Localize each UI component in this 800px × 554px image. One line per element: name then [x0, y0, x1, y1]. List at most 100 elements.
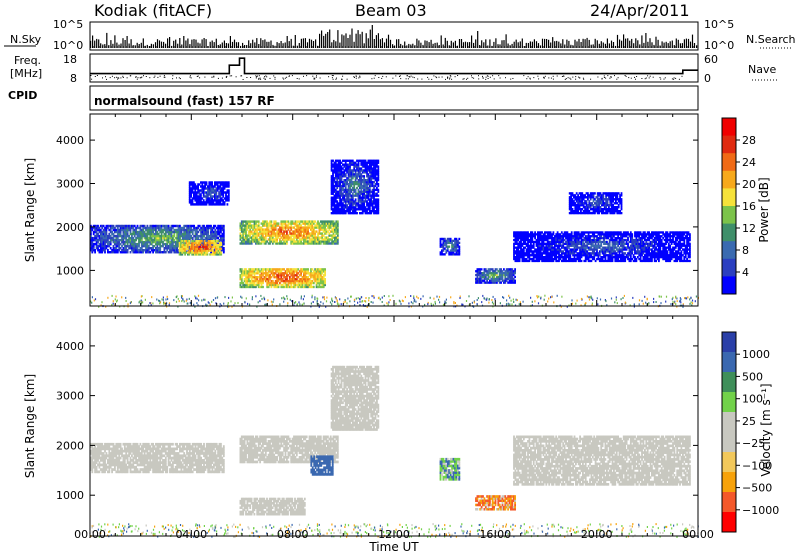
- nsky-bar: [469, 42, 471, 48]
- heatmap-cell: [98, 249, 101, 252]
- heatmap-cell: [243, 232, 246, 235]
- heatmap-cell: [266, 232, 269, 235]
- heatmap-cell: [196, 245, 199, 248]
- heatmap-cell: [160, 234, 163, 238]
- heatmap-cell: [314, 230, 317, 233]
- heatmap-cell: [311, 268, 314, 271]
- heatmap-cell: [301, 236, 304, 239]
- nave-dot: [505, 77, 506, 79]
- heatmap-cell: [186, 228, 188, 232]
- heatmap-cell: [242, 234, 245, 237]
- heatmap-cell: [153, 226, 156, 230]
- heatmap-cell: [377, 182, 380, 186]
- heatmap-cell: [116, 242, 119, 246]
- nsky-bar: [207, 46, 209, 48]
- heatmap-cell: [208, 201, 211, 204]
- nave-dot: [485, 78, 487, 80]
- heatmap-cell: [312, 281, 315, 285]
- heatmap-cell: [97, 226, 99, 230]
- heatmap-cell: [207, 187, 209, 190]
- heatmap-cell: [119, 224, 122, 228]
- heatmap-cell: [191, 245, 193, 248]
- heatmap-cell: [163, 234, 166, 238]
- heatmap-cell: [287, 224, 290, 227]
- heatmap-cell: [277, 230, 280, 233]
- nave-dot: [117, 77, 119, 79]
- heatmap-cell: [312, 226, 315, 229]
- heatmap-cell: [152, 240, 155, 244]
- heatmap-cell: [225, 183, 227, 186]
- nave-dot: [617, 77, 619, 79]
- heatmap-cell: [92, 232, 95, 236]
- heatmap-cell: [247, 224, 250, 227]
- heatmap-cell: [203, 230, 205, 234]
- nsky-bar: [507, 43, 509, 48]
- heatmap-cell: [312, 285, 315, 289]
- heatmap-cell: [95, 224, 98, 228]
- heatmap-cell: [155, 234, 157, 238]
- heatmap-cell: [220, 247, 223, 250]
- heatmap-cell: [220, 228, 222, 232]
- heatmap-cell: [297, 236, 300, 239]
- heatmap-cell: [167, 234, 170, 238]
- heatmap-cell: [198, 189, 201, 192]
- heatmap-cell: [99, 236, 102, 240]
- heatmap-cell: [290, 234, 293, 237]
- heatmap-cell: [162, 242, 164, 246]
- heatmap-cell: [314, 238, 317, 241]
- heatmap-cell: [169, 230, 171, 234]
- heatmap-cell: [274, 232, 277, 235]
- heatmap-cell: [142, 224, 145, 228]
- heatmap-cell: [363, 202, 366, 205]
- nave-dot: [663, 78, 665, 80]
- heatmap-cell: [95, 242, 98, 246]
- heatmap-cell: [204, 195, 206, 198]
- nsky-bar: [205, 39, 207, 48]
- heatmap-cell: [281, 224, 284, 227]
- heatmap-cell: [219, 189, 222, 192]
- heatmap-cell: [215, 232, 218, 236]
- heatmap-cell: [219, 197, 222, 200]
- heatmap-cell: [176, 238, 179, 242]
- heatmap-cell: [191, 232, 194, 236]
- nsky-bar: [280, 41, 282, 48]
- heatmap-cell: [377, 173, 380, 176]
- heatmap-cell: [153, 238, 156, 242]
- heatmap-cell: [156, 249, 159, 252]
- heatmap-cell: [297, 230, 300, 233]
- heatmap-cell: [157, 226, 160, 230]
- heatmap-cell: [216, 247, 218, 250]
- heatmap-cell: [202, 193, 205, 196]
- nave-dot: [106, 78, 107, 80]
- heatmap-cell: [207, 197, 209, 200]
- heatmap-cell: [90, 226, 92, 230]
- heatmap-cell: [155, 228, 157, 232]
- nave-dot: [172, 78, 174, 80]
- heatmap-cell: [101, 247, 104, 250]
- heatmap-cell: [126, 228, 129, 232]
- heatmap-cell: [552, 231, 555, 234]
- nsearch-label: N.Search: [746, 33, 796, 46]
- heatmap-cell: [284, 220, 287, 223]
- heatmap-cell: [111, 224, 114, 228]
- nave-dot: [428, 78, 430, 80]
- heatmap-cell: [298, 224, 301, 227]
- nsky-bar: [430, 39, 432, 48]
- heatmap-cell: [220, 251, 223, 254]
- heatmap-cell: [314, 226, 317, 229]
- nave-dot: [565, 78, 567, 80]
- heatmap-cell: [294, 222, 297, 225]
- nave-dot: [412, 76, 414, 78]
- heatmap-cell: [188, 226, 191, 230]
- heatmap-cell: [269, 222, 271, 225]
- heatmap-cell: [139, 232, 142, 236]
- nave-dot: [433, 75, 435, 77]
- heatmap-cell: [108, 251, 111, 254]
- heatmap-cell: [193, 183, 195, 186]
- heatmap-cell: [190, 201, 192, 204]
- heatmap-cell: [217, 226, 220, 230]
- heatmap-cell: [221, 238, 224, 242]
- heatmap-cell: [195, 253, 198, 256]
- nsky-bar: [462, 42, 465, 48]
- nsky-bar: [286, 36, 288, 48]
